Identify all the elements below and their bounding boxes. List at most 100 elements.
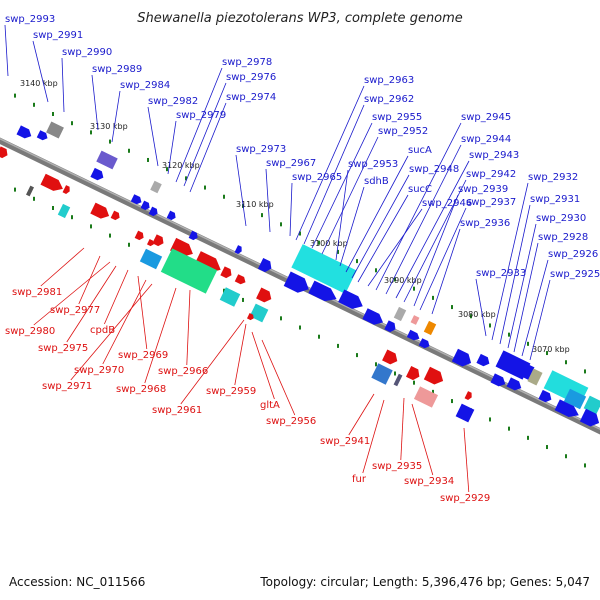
gene-feature-arrow [166, 210, 176, 221]
forward-gene-label: swp_2933 [476, 268, 526, 279]
reverse-label-leader [348, 393, 375, 436]
tick-dot [546, 351, 548, 356]
tick-dot [52, 206, 54, 210]
gene-feature-block [393, 306, 407, 322]
forward-label-leader [357, 194, 409, 283]
reverse-label-leader [234, 323, 247, 386]
gene-feature-block [583, 395, 600, 415]
gene-feature-arrow [152, 234, 164, 247]
gene-feature-arrow [234, 274, 246, 285]
tick-label: 3130 kbp [90, 122, 128, 131]
gene-feature-block [563, 388, 587, 410]
tick-dot [394, 277, 396, 282]
forward-gene-label: swp_2967 [266, 158, 316, 169]
tick-dot [299, 325, 301, 330]
reverse-gene-label: swp_2980 [5, 326, 55, 337]
forward-gene-label: swp_2965 [292, 172, 342, 183]
tick-dot [565, 454, 567, 459]
reverse-label-leader [137, 275, 148, 350]
tick-dot [470, 314, 472, 319]
tick-dot [261, 213, 263, 218]
forward-gene-label: swp_2936 [460, 218, 510, 229]
gene-feature-arrow [384, 320, 396, 333]
forward-label-leader [375, 122, 462, 291]
reverse-gene-label: swp_2934 [404, 476, 454, 487]
forward-label-leader [345, 155, 409, 273]
forward-gene-label: swp_2990 [62, 47, 112, 58]
reverse-label-leader [463, 427, 470, 493]
forward-gene-label: swp_2991 [33, 30, 83, 41]
tick-dot [33, 102, 35, 107]
forward-gene-label: swp_2979 [176, 110, 226, 121]
gene-feature-block [410, 315, 420, 325]
reverse-gene-label: swp_2977 [50, 305, 100, 316]
forward-gene-label: swp_2939 [458, 184, 508, 195]
reverse-label-leader [411, 403, 434, 476]
forward-gene-label: swp_2984 [120, 80, 170, 91]
gene-feature-block [139, 248, 163, 270]
reverse-label-leader [102, 279, 147, 365]
gene-feature-block [527, 368, 543, 386]
tick-dot [223, 194, 225, 199]
gene-feature-arrow [451, 348, 472, 367]
forward-label-leader [147, 106, 159, 167]
forward-gene-label: swp_2978 [222, 57, 272, 68]
forward-label-leader [4, 24, 9, 77]
gene-feature-block [96, 150, 118, 170]
reverse-gene-label: swp_2935 [372, 461, 422, 472]
forward-label-leader [351, 174, 410, 279]
tick-dot [508, 332, 510, 337]
forward-gene-label: swp_2982 [148, 96, 198, 107]
tick-dot [451, 305, 453, 310]
gene-feature-arrow [257, 257, 272, 273]
forward-label-leader [335, 169, 349, 261]
tick-dot [280, 222, 282, 227]
forward-gene-label: swp_2931 [530, 194, 580, 205]
tick-dot [527, 341, 529, 346]
tick-dot [584, 369, 586, 374]
forward-label-leader [507, 223, 537, 349]
reverse-label-leader [70, 283, 153, 381]
forward-label-leader [183, 82, 227, 187]
accession-text: Accession: NC_011566 [9, 575, 146, 589]
gene-feature-arrow [146, 238, 154, 247]
forward-gene-label: swp_2925 [550, 269, 600, 280]
gene-feature-block [160, 248, 218, 294]
tick-dot [147, 157, 149, 162]
tick-dot [375, 268, 377, 273]
gene-feature-arrow [418, 338, 430, 349]
forward-label-leader [289, 182, 293, 237]
gene-feature-block [423, 320, 437, 336]
forward-gene-label: swp_2943 [469, 150, 519, 161]
reverse-label-leader [66, 265, 117, 343]
forward-gene-label: swp_2926 [548, 249, 598, 260]
tick-dot [451, 399, 453, 404]
gene-feature-block [371, 363, 393, 385]
reverse-gene-label: cpdB [90, 325, 115, 336]
tick-dot [128, 148, 130, 153]
tick-label: 3110 kbp [236, 200, 274, 209]
forward-label-leader [499, 204, 531, 345]
gene-feature-block [150, 180, 162, 194]
forward-label-leader [295, 85, 365, 241]
tick-dot [394, 371, 396, 376]
gene-feature-arrow [0, 146, 8, 159]
forward-gene-label: swp_2952 [378, 126, 428, 137]
tick-dot [280, 316, 282, 321]
reverse-gene-label: swp_2959 [206, 386, 256, 397]
tick-dot [584, 463, 586, 468]
gene-feature-arrow [490, 373, 506, 387]
forward-label-leader [32, 40, 49, 103]
gene-feature-arrow [62, 185, 70, 194]
gene-feature-arrow [134, 230, 144, 241]
tick-dot [204, 185, 206, 190]
tick-guide-outer [14, 93, 586, 374]
tick-dot [128, 242, 130, 247]
forward-label-leader [491, 182, 529, 341]
reverse-gene-label: swp_2966 [158, 366, 208, 377]
gene-feature-arrow [362, 308, 383, 325]
forward-label-leader [431, 228, 461, 315]
reverse-label-leader [78, 255, 101, 305]
forward-label-leader [265, 168, 271, 233]
